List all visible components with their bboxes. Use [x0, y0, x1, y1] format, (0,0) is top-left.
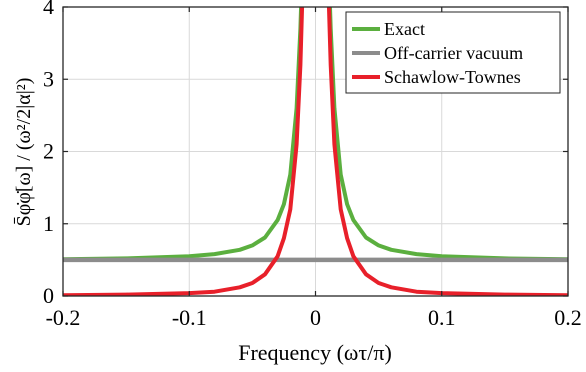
y-tick-label: 2	[43, 139, 54, 164]
series-line-exact	[63, 7, 568, 262]
y-tick-label: 3	[43, 66, 54, 91]
x-axis-label: Frequency (ωτ/π)	[238, 340, 392, 365]
axis-ticks: -0.2 -0.1 0 0.1 0.2 0 1 2 3 4	[43, 0, 582, 330]
y-tick-label: 4	[43, 0, 54, 19]
x-tick-label: 0.2	[554, 305, 582, 330]
y-tick-label: 0	[43, 283, 54, 308]
x-tick-label: 0	[310, 305, 321, 330]
x-tick-label: 0.1	[428, 305, 456, 330]
legend-box	[345, 11, 561, 94]
legend-label-exact: Exact	[384, 19, 425, 39]
legend-label-schawlow-townes: Schawlow-Townes	[384, 67, 521, 87]
series-line-schawlow-townes	[63, 7, 568, 296]
y-axis-label: S̄φ̇φ̇[ω] / (ω²/2|α|²)	[13, 78, 35, 227]
x-tick-label: -0.1	[172, 305, 207, 330]
legend: Exact Off-carrier vacuum Schawlow-Townes	[345, 11, 561, 94]
y-tick-label: 1	[43, 211, 54, 236]
legend-label-off-carrier-vacuum: Off-carrier vacuum	[384, 43, 523, 63]
x-tick-label: -0.2	[46, 305, 81, 330]
series-group	[63, 7, 568, 296]
